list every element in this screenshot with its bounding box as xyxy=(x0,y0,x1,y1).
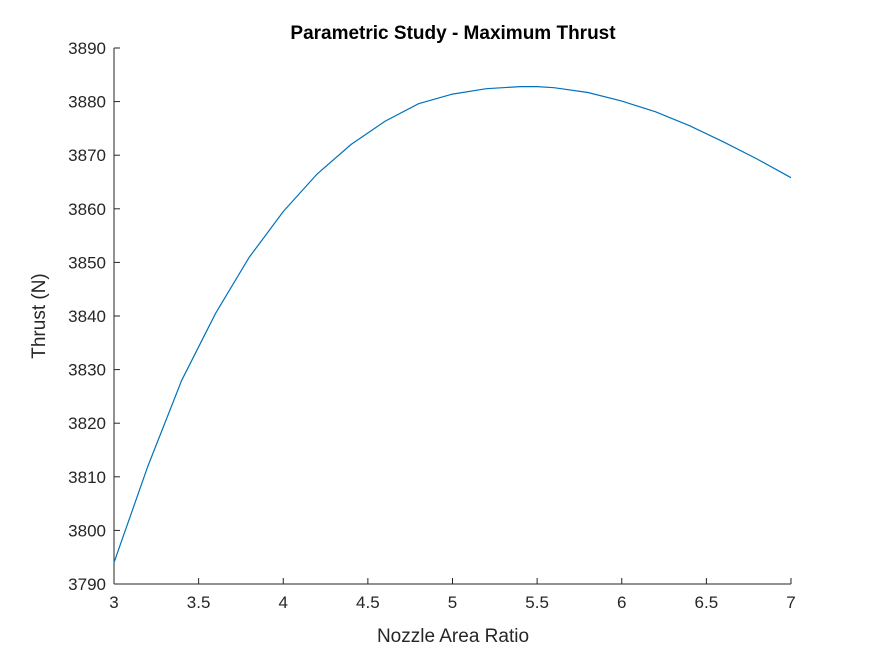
y-tick-label: 3790 xyxy=(68,575,106,594)
thrust-series-line xyxy=(113,85,792,563)
x-tick-label: 5 xyxy=(448,593,457,612)
y-tick-label: 3830 xyxy=(68,361,106,380)
y-tick-label: 3840 xyxy=(68,307,106,326)
x-tick-label: 4 xyxy=(279,593,288,612)
x-tick-label: 6.5 xyxy=(695,593,719,612)
chart-title: Parametric Study - Maximum Thrust xyxy=(290,23,616,44)
x-tick-label: 3.5 xyxy=(187,593,211,612)
y-tick-label: 3860 xyxy=(68,200,106,219)
y-tick-label: 3880 xyxy=(68,93,106,112)
y-tick-label: 3870 xyxy=(68,146,106,165)
x-tick-label: 4.5 xyxy=(356,593,380,612)
x-ticks: 3 3.5 4 4.5 5 5.5 6 6.5 7 xyxy=(109,578,796,612)
plot-lines xyxy=(113,85,792,563)
y-tick-label: 3800 xyxy=(68,521,106,540)
y-tick-label: 3850 xyxy=(68,253,106,272)
y-tick-label: 3820 xyxy=(68,414,106,433)
x-tick-label: 7 xyxy=(786,593,795,612)
x-axis-label: Nozzle Area Ratio xyxy=(377,626,529,647)
x-tick-label: 6 xyxy=(617,593,626,612)
y-axis-label: Thrust (N) xyxy=(29,273,50,359)
x-tick-label: 3 xyxy=(109,593,118,612)
y-tick-label: 3810 xyxy=(68,468,106,487)
y-tick-label: 3890 xyxy=(68,39,106,58)
x-tick-label: 5.5 xyxy=(525,593,549,612)
y-ticks: 3790 3800 3810 3820 3830 3840 3850 3860 3870 3880… xyxy=(68,39,120,594)
